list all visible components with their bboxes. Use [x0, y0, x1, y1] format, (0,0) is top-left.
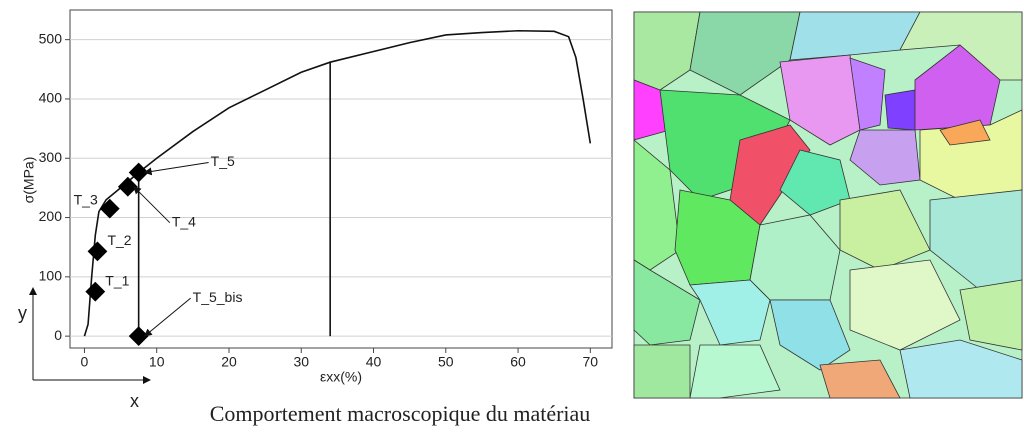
x-axis-label: εxx(%): [320, 369, 362, 385]
y-axis-label: σ(MPa): [21, 157, 37, 204]
caption: Comportement macroscopique du matériau: [210, 401, 591, 426]
x-tick-label: 20: [221, 354, 237, 370]
x-tick-label: 60: [510, 354, 526, 370]
annotation-arrow: [133, 186, 171, 224]
ebsd-map: [633, 11, 1023, 399]
data-point: [87, 241, 108, 262]
point-label: T_2: [107, 232, 131, 248]
x-tick-label: 10: [149, 354, 165, 370]
point-label: T_4: [172, 213, 196, 229]
stress-curve: [83, 29, 592, 337]
y-tick-label: 400: [39, 90, 63, 106]
data-point: [85, 281, 106, 302]
x-tick-label: 40: [366, 354, 382, 370]
indicator-y: y: [18, 303, 27, 323]
data-point: [128, 162, 149, 183]
point-label: T_3: [74, 191, 98, 207]
annotation-arrow: [143, 161, 209, 176]
data-point: [99, 198, 120, 219]
y-tick-label: 200: [39, 208, 63, 224]
axis-indicator: y x: [18, 287, 151, 411]
annotation-arrow: [143, 297, 191, 337]
data-point: [128, 326, 149, 347]
point-label: T_5_bis: [193, 289, 243, 305]
x-tick-label: 0: [81, 354, 89, 370]
data-point: [117, 176, 138, 197]
x-tick-label: 70: [583, 354, 599, 370]
point-label: T_1: [105, 272, 129, 288]
plot-frame: [69, 9, 613, 349]
x-tick-label: 50: [438, 354, 454, 370]
y-tick-label: 500: [39, 30, 63, 46]
x-tick-label: 30: [293, 354, 309, 370]
y-tick-label: 300: [39, 149, 63, 165]
y-tick-label: 0: [54, 327, 62, 343]
indicator-x: x: [130, 391, 139, 411]
y-tick-label: 100: [39, 268, 63, 284]
point-label: T_5: [211, 153, 235, 169]
